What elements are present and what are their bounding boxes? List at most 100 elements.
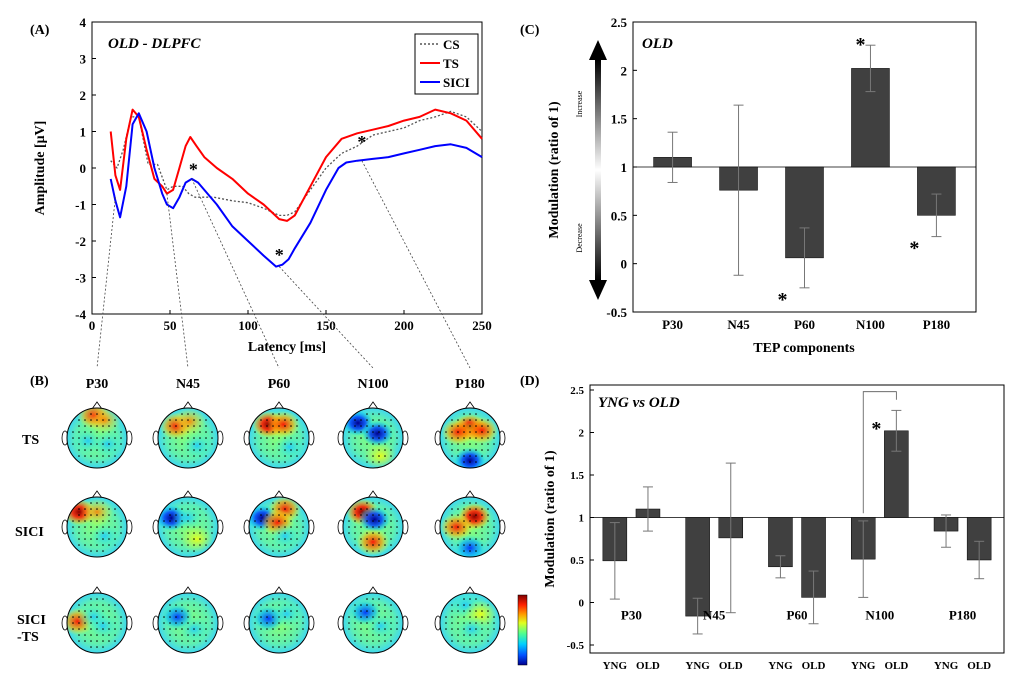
y-tick-label: 0: [579, 598, 585, 610]
electrode-dot: [487, 508, 489, 510]
electrode-dot: [78, 443, 80, 445]
electrode-dot: [493, 443, 495, 445]
electrode-dot: [366, 640, 368, 642]
electrode-dot: [451, 425, 453, 427]
electrode-dot: [366, 526, 368, 528]
electrode-dot: [487, 425, 489, 427]
electrode-dot: [260, 455, 262, 457]
topomap-blob-cyan: [455, 615, 488, 643]
electrode-dot: [384, 628, 386, 630]
electrode-dot: [102, 622, 104, 624]
electrode-dot: [290, 520, 292, 522]
electrode-dot: [266, 443, 268, 445]
electrode-dot: [193, 413, 195, 415]
electrode-dot: [278, 425, 280, 427]
electrode-dot: [96, 532, 98, 534]
electrode-dot: [163, 526, 165, 528]
electrode-dot: [296, 526, 298, 528]
electrode-dot: [96, 502, 98, 504]
electrode-dot: [469, 413, 471, 415]
electrode-dot: [469, 443, 471, 445]
electrode-dot: [372, 508, 374, 510]
electrode-dot: [378, 544, 380, 546]
x-tick-label: P30: [662, 317, 683, 332]
electrode-dot: [296, 538, 298, 540]
electrode-dot: [469, 640, 471, 642]
group-tick-label: YNG: [934, 660, 959, 672]
electrode-dot: [272, 544, 274, 546]
y-axis-label-d: Modulation (ratio of 1): [543, 450, 558, 588]
electrode-dot: [372, 514, 374, 516]
electrode-dot: [181, 640, 183, 642]
electrode-dot: [108, 437, 110, 439]
electrode-dot: [463, 646, 465, 648]
electrode-dot: [272, 419, 274, 421]
electrode-dot: [266, 431, 268, 433]
electrode-dot: [372, 413, 374, 415]
significance-star: *: [778, 289, 788, 311]
electrode-dot: [354, 449, 356, 451]
electrode-dot: [360, 544, 362, 546]
electrode-dot: [378, 526, 380, 528]
electrode-dot: [390, 538, 392, 540]
electrode-dot: [475, 502, 477, 504]
topomap-field: [67, 408, 127, 468]
electrode-dot: [175, 604, 177, 606]
electrode-dot: [378, 419, 380, 421]
x-tick-label: 250: [472, 318, 492, 333]
panel-d-bar-chart: -0.5 0 0.5 1 1.5 2 2.5 YNG OLD P30 YNG OLD N45 YNG OL…: [543, 384, 1005, 672]
electrode-dot: [360, 514, 362, 516]
electrode-dot: [366, 514, 368, 516]
electrode-dot: [366, 634, 368, 636]
category-label: P60: [787, 608, 808, 623]
electrode-dot: [193, 598, 195, 600]
electrode-dot: [354, 628, 356, 630]
electrode-dot: [169, 640, 171, 642]
electrode-dot: [181, 532, 183, 534]
arrow-label-decrease: Decrease: [575, 223, 584, 253]
electrode-dot: [348, 532, 350, 534]
electrode-dot: [475, 598, 477, 600]
electrode-dot: [463, 437, 465, 439]
electrode-dot: [84, 544, 86, 546]
electrode-dot: [254, 520, 256, 522]
electrode-dot: [175, 634, 177, 636]
topomap-blob-cyan: [268, 522, 302, 550]
electrode-dot: [463, 616, 465, 618]
electrode-dot: [272, 455, 274, 457]
electrode-dot: [90, 616, 92, 618]
electrode-dot: [457, 508, 459, 510]
electrode-dot: [260, 431, 262, 433]
electrode-dot: [90, 455, 92, 457]
electrode-dot: [193, 538, 195, 540]
electrode-dot: [272, 437, 274, 439]
electrode-dot: [187, 538, 189, 540]
electrode-dot: [451, 634, 453, 636]
electrode-dot: [451, 514, 453, 516]
electrode-dot: [348, 622, 350, 624]
electrode-dot: [360, 449, 362, 451]
electrode-dot: [175, 437, 177, 439]
electrode-dot: [108, 538, 110, 540]
electrode-dot: [78, 628, 80, 630]
electrode-dot: [102, 628, 104, 630]
electrode-dot: [187, 502, 189, 504]
electrode-dot: [354, 425, 356, 427]
electrode-dot: [78, 610, 80, 612]
electrode-dot: [96, 443, 98, 445]
electrode-dot: [366, 538, 368, 540]
electrode-dot: [90, 550, 92, 552]
electrode-dot: [290, 538, 292, 540]
electrode-dot: [302, 532, 304, 534]
electrode-dot: [163, 622, 165, 624]
electrode-dot: [181, 455, 183, 457]
electrode-dot: [266, 622, 268, 624]
electrode-dot: [102, 520, 104, 522]
electrode-dot: [366, 413, 368, 415]
electrode-dot: [175, 508, 177, 510]
electrode-dot: [481, 634, 483, 636]
electrode-dot: [108, 508, 110, 510]
head-outline: [248, 496, 310, 558]
electrode-dot: [463, 419, 465, 421]
electrode-dot: [114, 520, 116, 522]
